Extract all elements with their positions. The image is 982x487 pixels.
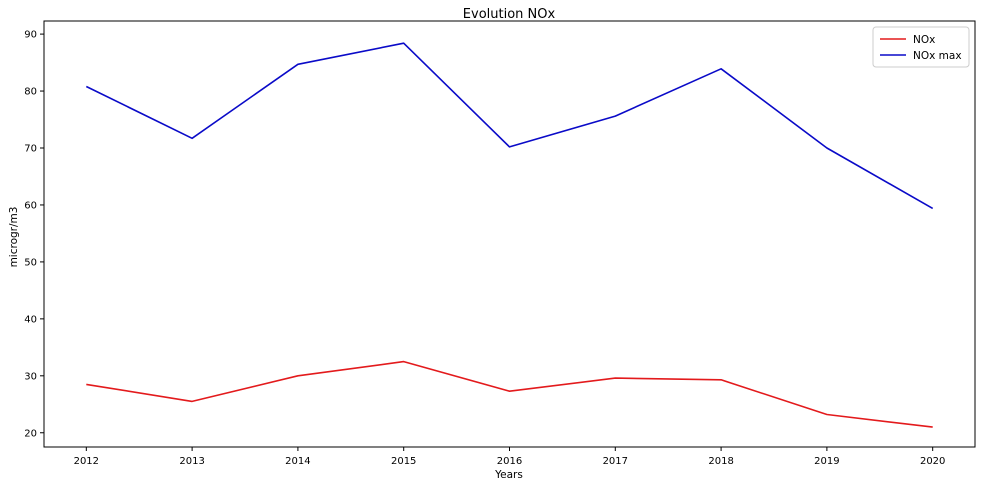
plot-area-frame [43,20,976,448]
legend-label-nox: NOx [913,34,935,46]
y-tick-label: 80 [24,87,37,98]
y-tick-label: 50 [24,257,37,268]
x-tick-label: 2013 [179,456,204,467]
legend: NOx NOx max [872,26,970,68]
y-tick-label: 20 [24,428,37,439]
x-tick-label: 2018 [708,456,733,467]
y-tick-label: 70 [24,144,37,155]
y-axis-label: microgr/m3 [8,207,20,268]
series-line-nox-max [85,42,934,210]
x-axis-label: Years [494,469,523,481]
series-group [85,42,934,428]
x-tick-label: 2020 [920,456,945,467]
x-tick-label: 2014 [285,456,310,467]
y-tick-label: 40 [24,314,37,325]
series-line-nox [86,360,933,428]
legend-box [872,26,970,68]
y-tick-label: 90 [24,30,37,41]
y-axis: 20 30 40 50 60 70 80 90 [24,30,44,439]
x-tick-label: 2016 [497,456,522,467]
legend-label-nox-max: NOx max [913,50,962,62]
x-tick-label: 2019 [814,456,839,467]
y-tick-label: 60 [24,200,37,211]
y-tick-label: 30 [24,371,37,382]
chart-title: Evolution NOx [463,7,556,22]
x-axis: 2012 2013 2014 2015 2016 2017 2018 2019 2020 [74,447,945,467]
x-tick-label: 2017 [603,456,628,467]
x-tick-label: 2015 [391,456,416,467]
x-tick-label: 2012 [74,456,99,467]
